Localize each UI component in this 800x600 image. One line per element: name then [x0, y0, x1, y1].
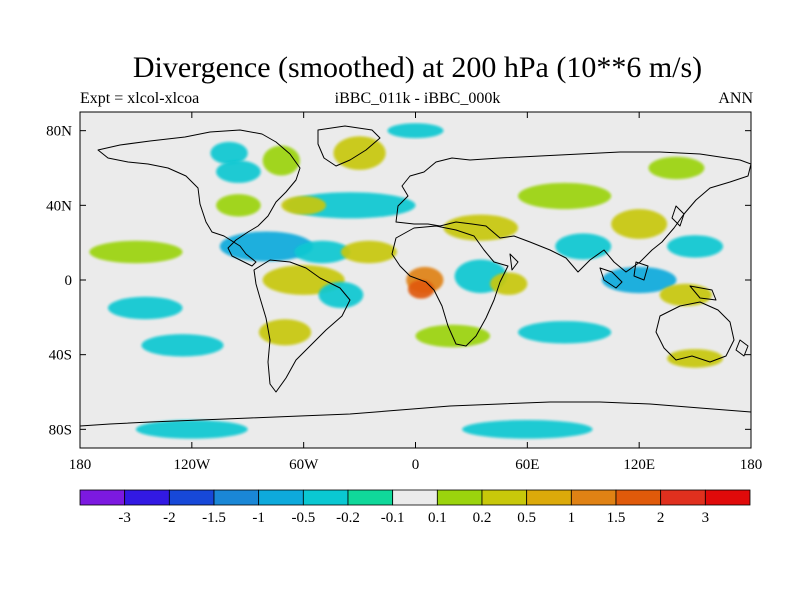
anomaly-region-21: [601, 266, 677, 294]
colorbar-label-13: 3: [702, 510, 710, 526]
anomaly-region-7: [219, 231, 313, 262]
anomaly-layer: [89, 123, 724, 439]
experiment-label: Expt = xlcol-xlcoa: [80, 90, 200, 107]
anomaly-region-32: [387, 123, 444, 139]
y-tick-label-4: 80S: [49, 422, 72, 438]
colorbar-label-4: -0.5: [291, 510, 315, 526]
case-label: iBBC_011k - iBBC_000k: [334, 90, 501, 107]
anomaly-region-31: [462, 420, 593, 439]
anomaly-region-19: [611, 209, 668, 239]
anomaly-region-18: [555, 233, 612, 260]
colorbar-swatch-10: [526, 489, 572, 506]
chart-title: Divergence (smoothed) at 200 hPa (10**6 …: [132, 51, 703, 84]
coast-antarctica: [80, 401, 751, 448]
anomaly-region-16: [443, 214, 519, 241]
colorbar-swatch-13: [660, 489, 706, 506]
colorbar-label-2: -1.5: [202, 510, 226, 526]
colorbar-label-6: -0.1: [381, 510, 405, 526]
y-tick-label-1: 40N: [46, 198, 72, 214]
colorbar-swatch-0: [79, 489, 126, 506]
anomaly-region-28: [518, 321, 612, 344]
colorbar-label-7: 0.1: [428, 510, 447, 526]
x-tick-label-2: 60W: [289, 457, 319, 473]
anomaly-region-6: [216, 194, 261, 217]
colorbar-swatch-2: [168, 489, 215, 506]
colorbar-swatch-5: [302, 489, 349, 506]
colorbar-swatch-6: [347, 489, 394, 506]
x-tick-label-4: 60E: [515, 457, 539, 473]
anomaly-region-25: [141, 334, 224, 357]
anomaly-region-5: [281, 196, 327, 215]
anomaly-region-2: [333, 136, 386, 170]
anomaly-region-17: [518, 182, 612, 210]
anomaly-region-0: [210, 141, 248, 165]
anomaly-region-3: [262, 145, 300, 176]
colorbar-label-12: 2: [657, 510, 665, 526]
anomaly-region-9: [340, 240, 397, 264]
colorbar-swatch-3: [213, 489, 260, 506]
colorbar-label-8: 0.2: [473, 510, 492, 526]
x-tick-label-6: 180: [740, 457, 763, 473]
anomaly-region-1: [216, 160, 261, 183]
colorbar-label-9: 0.5: [517, 510, 536, 526]
anomaly-region-15: [490, 272, 528, 295]
colorbar-swatch-14: [704, 489, 751, 506]
x-axis: 180 120W 60W 0 60E 120E 180: [69, 112, 763, 473]
anomaly-region-22: [659, 283, 712, 307]
coast-islands: [509, 205, 749, 357]
coast-australia: [655, 301, 735, 363]
colorbar-label-5: -0.2: [336, 510, 360, 526]
coast-africa: [391, 225, 509, 347]
colorbar-label-11: 1.5: [607, 510, 626, 526]
colorbar-label-3: -1: [252, 510, 265, 526]
x-tick-label-0: 180: [69, 457, 92, 473]
colorbar-swatch-12: [615, 489, 662, 506]
colorbar-swatch-1: [124, 489, 170, 506]
colorbar-label-0: -3: [118, 510, 131, 526]
coastlines: [80, 125, 751, 448]
colorbar-label-10: 1: [568, 510, 576, 526]
colorbar: -3 -2 -1.5 -1 -0.5 -0.2 -0.1 0.1 0.2 0.5 1 1.5 2 3: [79, 489, 751, 526]
anomaly-region-11: [318, 281, 364, 308]
y-tick-label-3: 40S: [49, 348, 72, 364]
anomaly-region-29: [667, 349, 724, 368]
coast-greenland: [317, 125, 381, 167]
colorbar-label-1: -2: [163, 510, 176, 526]
anomaly-region-33: [648, 156, 705, 180]
anomaly-region-24: [107, 296, 183, 320]
x-tick-label-1: 120W: [173, 457, 211, 473]
colorbar-swatch-4: [258, 489, 304, 506]
y-axis: 80N 40N 0 40S 80S: [46, 124, 751, 438]
anomaly-region-30: [135, 420, 248, 439]
colorbar-swatch-11: [570, 489, 617, 506]
colorbar-swatch-9: [481, 489, 528, 506]
coast-south-america: [253, 259, 351, 393]
x-tick-label-3: 0: [412, 457, 420, 473]
x-tick-label-5: 120E: [623, 457, 655, 473]
colorbar-swatch-8: [436, 489, 483, 506]
anomaly-region-26: [258, 319, 312, 346]
anomaly-region-13: [408, 280, 435, 299]
y-tick-label-2: 0: [65, 273, 73, 289]
colorbar-swatch-7: [392, 489, 438, 506]
y-tick-label-0: 80N: [46, 124, 72, 140]
anomaly-region-8: [294, 240, 351, 264]
coast-north-america: [97, 129, 301, 267]
anomaly-region-23: [89, 240, 183, 264]
anomaly-region-20: [667, 235, 724, 258]
season-label: ANN: [718, 90, 753, 107]
